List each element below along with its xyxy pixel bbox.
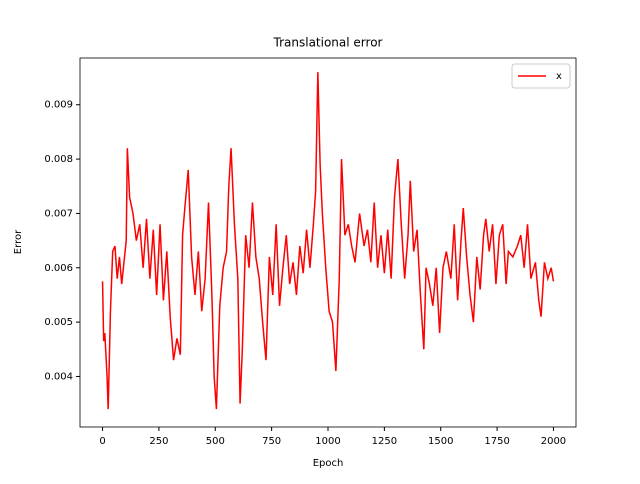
x-tick-label: 1750 — [484, 436, 509, 447]
y-tick-label: 0.007 — [44, 208, 73, 219]
x-tick-label: 1000 — [315, 436, 340, 447]
chart-title: Translational error — [273, 36, 383, 50]
y-tick-label: 0.004 — [44, 371, 73, 382]
y-tick-label: 0.009 — [44, 100, 73, 111]
x-tick-label: 1500 — [428, 436, 453, 447]
x-tick-label: 2000 — [541, 436, 566, 447]
y-tick-label: 0.005 — [44, 317, 73, 328]
x-axis-label: Epoch — [313, 458, 344, 469]
x-tick-label: 750 — [262, 436, 281, 447]
x-tick-label: 1250 — [372, 436, 397, 447]
legend-label: x — [556, 71, 562, 82]
x-tick-label: 500 — [206, 436, 225, 447]
x-tick-label: 0 — [99, 436, 105, 447]
y-tick-label: 0.006 — [44, 263, 73, 274]
y-tick-label: 0.008 — [44, 154, 73, 165]
data-line — [101, 72, 555, 410]
x-tick-label: 250 — [149, 436, 168, 447]
axes-frame — [79, 57, 577, 428]
y-axis-label: Error — [13, 229, 24, 254]
